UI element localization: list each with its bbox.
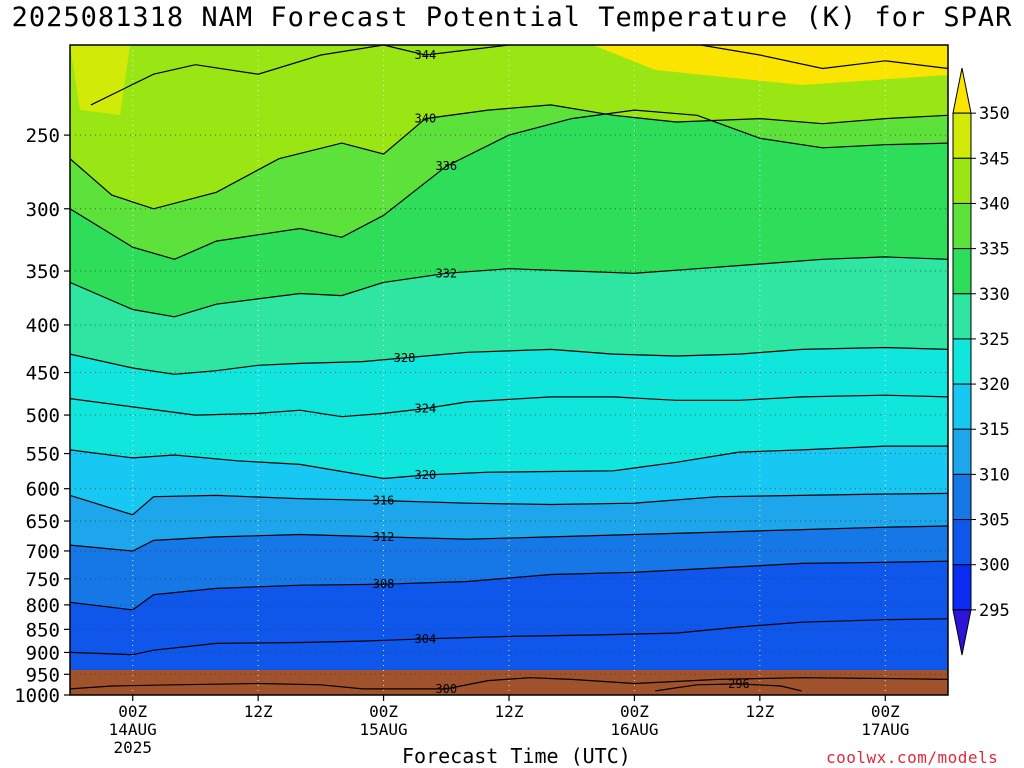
x-tick-label-30-0: 00Z	[369, 702, 398, 721]
colorbar-swatch-330	[952, 248, 972, 295]
colorbar-label-320: 320	[979, 375, 1010, 395]
colorbar-swatch-335	[952, 202, 972, 250]
contour-label-324: 324	[415, 402, 437, 416]
contour-label-344: 344	[415, 48, 437, 62]
contour-label-340: 340	[415, 112, 437, 126]
colorbar-swatch-325	[952, 293, 972, 340]
contour-label-308: 308	[373, 577, 395, 591]
contour-label-300: 300	[435, 682, 457, 696]
x-tick-label-6-1: 14AUG	[109, 720, 157, 739]
band-344	[70, 45, 948, 105]
contour-line-300	[70, 677, 948, 690]
y-tick-label-750: 750	[26, 569, 60, 591]
contour-line-308	[70, 560, 948, 611]
contour-line-312	[70, 525, 948, 552]
contour-line-340	[70, 104, 948, 210]
colorbar-swatch-below	[952, 609, 972, 656]
colorbar-label-330: 330	[979, 285, 1010, 305]
x-tick-label-54-1: 16AUG	[610, 720, 658, 739]
contour-line-344	[90, 45, 948, 106]
y-tick-label-300: 300	[26, 199, 60, 221]
y-tick-label-950: 950	[26, 664, 60, 686]
contour-line-316	[70, 492, 948, 516]
colorbar-label-305: 305	[979, 511, 1010, 531]
y-tick-label-800: 800	[26, 595, 60, 617]
x-tick-label-66-0: 12Z	[745, 702, 774, 721]
colorbar-swatch-295	[952, 564, 972, 611]
contour-label-316: 316	[373, 494, 395, 508]
y-tick-label-450: 450	[26, 363, 60, 385]
contour-line-320	[70, 445, 948, 480]
colorbar-swatch-350	[952, 67, 972, 114]
y-tick-label-1000: 1000	[14, 685, 60, 707]
band-340	[70, 45, 948, 209]
y-tick-label-850: 850	[26, 619, 60, 641]
colorbar-label-300: 300	[979, 556, 1010, 576]
y-tick-label-550: 550	[26, 444, 60, 466]
contour-label-296: 296	[728, 677, 750, 691]
x-tick-label-54-0: 00Z	[620, 702, 649, 721]
y-tick-label-600: 600	[26, 479, 60, 501]
colorbar-swatch-345	[952, 112, 972, 159]
colorbar-swatch-310	[952, 428, 972, 475]
x-axis-label: Forecast Time (UTC)	[402, 744, 631, 768]
y-tick-label-650: 650	[26, 511, 60, 533]
x-tick-label-6-0: 00Z	[118, 702, 147, 721]
band-top-right	[592, 45, 948, 85]
contour-label-332: 332	[435, 266, 457, 280]
contour-label-320: 320	[415, 468, 437, 482]
contour-line-332	[70, 256, 948, 318]
x-tick-label-78-0: 00Z	[871, 702, 900, 721]
x-tick-label-30-1: 15AUG	[359, 720, 407, 739]
contour-label-304: 304	[415, 632, 437, 646]
colorbar-swatch-320	[952, 338, 972, 385]
contour-label-328: 328	[394, 351, 416, 365]
contour-line-336	[70, 109, 948, 260]
grid-lines	[70, 45, 948, 695]
x-tick-label-78-1: 17AUG	[861, 720, 909, 739]
contour-line-328	[70, 346, 948, 375]
chart-title: 2025081318 NAM Forecast Potential Temper…	[11, 2, 1013, 33]
colorbar-label-325: 325	[979, 330, 1010, 350]
y-tick-label-250: 250	[26, 125, 60, 147]
x-tick-label-42-0: 12Z	[495, 702, 524, 721]
ground-below-surface	[70, 670, 948, 695]
temperature-fill-bands	[70, 45, 948, 695]
colorbar-swatch-340	[952, 157, 972, 204]
colorbar-label-340: 340	[979, 194, 1010, 214]
credit-link[interactable]: coolwx.com/models	[826, 748, 999, 767]
colorbar-swatch-300	[952, 519, 972, 566]
contour-line-304	[70, 618, 948, 656]
contour-line-324	[70, 394, 948, 418]
colorbar-label-315: 315	[979, 420, 1010, 440]
y-tick-label-400: 400	[26, 315, 60, 337]
contour-line-296	[655, 683, 802, 692]
colorbar-label-345: 345	[979, 149, 1010, 169]
contour-label-312: 312	[373, 530, 395, 544]
colorbar-label-310: 310	[979, 465, 1010, 485]
x-tick-label-18-0: 12Z	[244, 702, 273, 721]
colorbar-label-350: 350	[979, 104, 1010, 124]
contour-line-348	[792, 45, 806, 46]
colorbar-swatch-305	[952, 473, 972, 521]
y-axis-pressure: 2503003504004505005506006507007508008509…	[14, 125, 70, 707]
colorbar-swatch-315	[952, 383, 972, 430]
y-tick-label-500: 500	[26, 405, 60, 427]
y-tick-label-900: 900	[26, 642, 60, 664]
x-tick-label-6-2: 2025	[113, 738, 152, 757]
contour-lines: 296 300 304 308 312 316 320 324 328 332 336 340 344 3…	[70, 34, 948, 696]
y-tick-label-700: 700	[26, 541, 60, 563]
colorbar-legend: 350 345 340 335 330 325 320 315 310 305 300 295	[952, 67, 1010, 656]
contour-label-336: 336	[435, 159, 457, 173]
contour-label-348: 348	[728, 34, 750, 48]
band-top-left	[70, 45, 130, 115]
ground-fill	[70, 670, 948, 695]
colorbar-label-335: 335	[979, 240, 1010, 260]
y-tick-label-350: 350	[26, 261, 60, 283]
colorbar-label-295: 295	[979, 601, 1010, 621]
